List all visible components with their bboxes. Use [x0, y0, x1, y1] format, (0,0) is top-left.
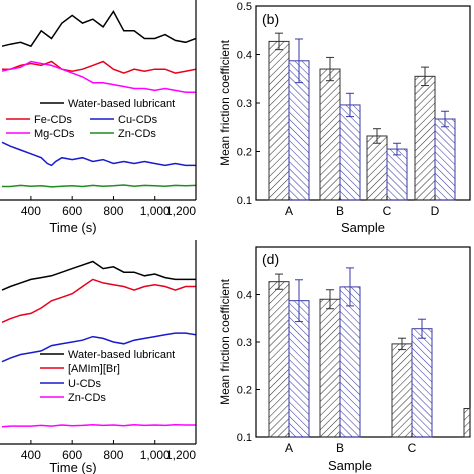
panel-c-xtick-label: 400: [21, 448, 41, 462]
panel-b-ytick-label: 0.4: [237, 50, 252, 62]
panel-b-xticks: A B C D: [285, 196, 440, 218]
panel-d-xlabel: Sample: [328, 458, 372, 473]
panel-a-legend-label: Zn-CDs: [118, 128, 156, 140]
panel-d-xtick-label: A: [285, 441, 293, 455]
panel-b-panel-label: (b): [262, 11, 279, 27]
panel-b-xtick-label: A: [285, 204, 293, 218]
panel-d-bar-partial: [463, 408, 471, 438]
panel-c-series-line-3: [1, 423, 196, 428]
panel-d-ytick-label: 0.1: [237, 432, 252, 444]
panel-d-panel-label: (d): [262, 251, 279, 267]
panel-c-legend-label: Zn-CDs: [68, 392, 106, 404]
panel-c-xtick-label: 1,000: [140, 448, 170, 462]
panel-b: 0.1 0.2 0.3 0.4 0.5 A B C D (b) Mean friction c…: [218, 1, 471, 235]
panel-b-bar-D-0: [414, 75, 436, 201]
panel-b-bar-C-0: [366, 135, 388, 201]
panel-d-xtick-label: B: [336, 441, 344, 455]
panel-a-xtick-label: 600: [62, 204, 82, 218]
panel-a-legend: Water-based lubricant Fe-CDs Cu-CDs Mg-CDs Z…: [6, 98, 175, 140]
panel-b-ytick-label: 0.3: [237, 98, 252, 110]
panel-b-xlabel: Sample: [341, 220, 385, 235]
panel-c-legend-label: Water-based lubricant: [68, 349, 175, 361]
panel-d-ytick-label: 0.3: [237, 337, 252, 349]
panel-d-bar-B-1: [339, 286, 361, 438]
panel-c-series-line-2: [1, 332, 196, 363]
panel-b-xtick-label: B: [336, 204, 344, 218]
panel-c-series-line-0: [1, 260, 196, 291]
panel-a-series-line-1: [2, 60, 196, 74]
panel-c-xlabel: Time (s): [49, 460, 96, 474]
panel-b-bar-B-1: [339, 104, 361, 201]
panel-b-xtick-label: D: [431, 204, 440, 218]
panel-d-xtick-label: C: [408, 441, 417, 455]
panel-d-ytick-label: 0.2: [237, 385, 252, 397]
panel-a-legend-label: Mg-CDs: [34, 128, 75, 140]
panel-d-bar-C-1: [411, 328, 433, 438]
panel-b-bar-C-1: [386, 148, 408, 201]
panel-a-series-line-3: [1, 141, 196, 167]
panel-c-legend-label: U-CDs: [68, 378, 101, 390]
panel-a-series-line-0: [1, 10, 196, 48]
panel-a-xtick-label: 1,200: [166, 204, 196, 218]
panel-b-yticks: 0.1 0.2 0.3 0.4 0.5: [237, 1, 260, 207]
panel-b-ytick-label: 0.1: [237, 195, 252, 207]
panel-c-legend-label: [AMIm][Br]: [68, 363, 120, 375]
panel-d-bar-C-0: [391, 343, 413, 438]
panel-b-ytick-label: 0.5: [237, 1, 252, 13]
panel-b-bar-B-0: [319, 68, 341, 201]
panel-c-legend: Water-based lubricant [AMIm][Br] U-CDs Zn-C…: [40, 349, 175, 404]
panel-d-yticks: 0.1 0.2 0.3 0.4: [237, 290, 260, 444]
panel-a-legend-label: Water-based lubricant: [68, 98, 175, 110]
panel-b-ytick-label: 0.2: [237, 147, 252, 159]
panel-b-bars: [268, 32, 456, 201]
panel-c-xtick-label: 600: [62, 448, 82, 462]
panel-d-bar-A-0: [268, 281, 290, 438]
panel-a-xtick-label: 1,000: [140, 204, 170, 218]
panel-c-xtick-label: 800: [103, 448, 123, 462]
panel-d: 0.1 0.2 0.3 0.4 A B C (d) Mean friction coeff…: [218, 246, 471, 473]
panel-a-lines: [1, 10, 196, 188]
panel-a-series-line-4: [2, 184, 196, 188]
panel-a-legend-label: Fe-CDs: [34, 114, 72, 126]
panel-d-ytick-label: 0.4: [237, 290, 252, 302]
panel-a-xtick-label: 400: [21, 204, 41, 218]
panel-c-series-line-1: [1, 278, 196, 323]
panel-a-xlabel: Time (s): [49, 220, 96, 235]
panel-c-xtick-label: 1,200: [166, 448, 196, 462]
panel-b-bar-D-1: [434, 118, 456, 201]
panel-d-xticks: A B C: [285, 433, 417, 455]
panel-a-series-line-2: [1, 60, 196, 94]
panel-a-xtick-label: 800: [103, 204, 123, 218]
panel-d-bars: [268, 267, 471, 438]
panel-d-ylabel: Mean friction coefficient: [218, 278, 232, 405]
panel-b-ylabel: Mean friction coefficient: [218, 39, 232, 166]
panel-a-legend-label: Cu-CDs: [118, 114, 158, 126]
panel-b-bar-A-0: [268, 40, 290, 201]
panel-c-lines: [1, 260, 196, 428]
panel-d-bar-B-0: [319, 298, 341, 438]
panel-b-xtick-label: C: [383, 204, 392, 218]
